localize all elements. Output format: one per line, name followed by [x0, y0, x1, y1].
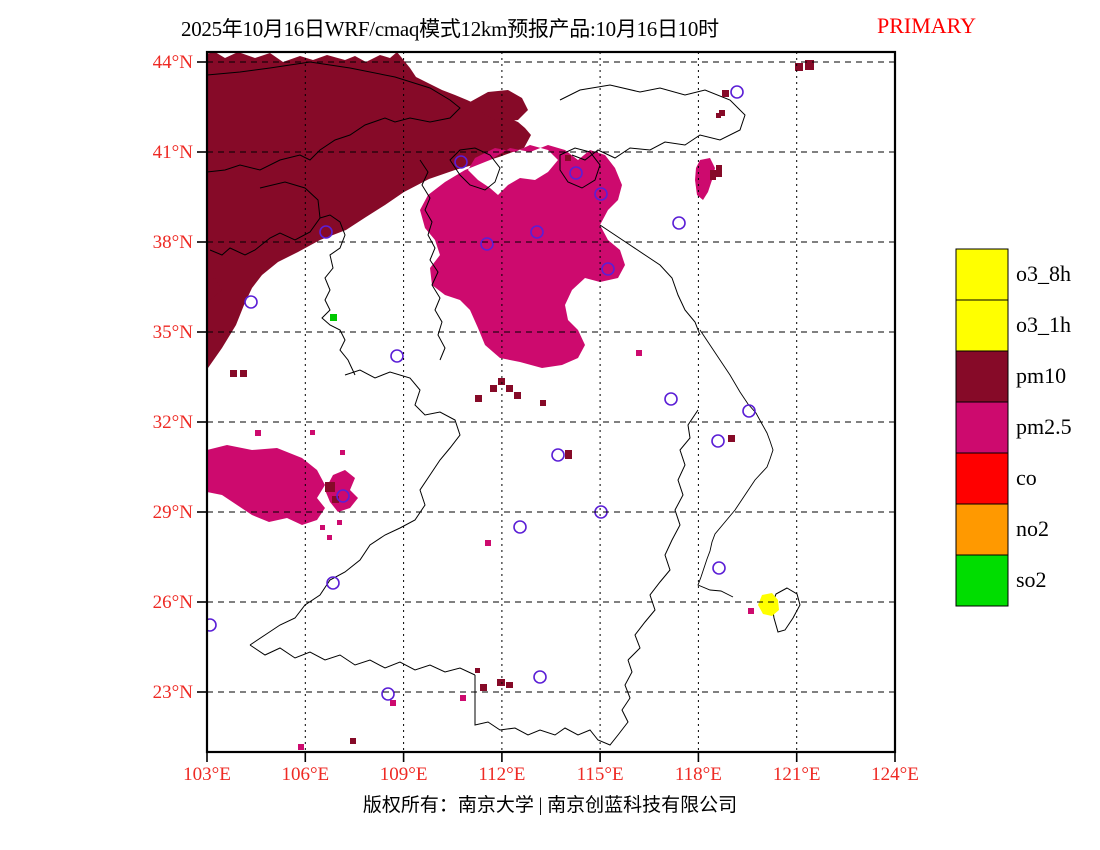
svg-text:so2: so2 — [1016, 567, 1047, 592]
svg-text:o3_8h: o3_8h — [1016, 261, 1071, 286]
svg-text:no2: no2 — [1016, 516, 1049, 541]
svg-text:pm2.5: pm2.5 — [1016, 414, 1072, 439]
svg-text:co: co — [1016, 465, 1037, 490]
svg-text:pm10: pm10 — [1016, 363, 1066, 388]
svg-text:o3_1h: o3_1h — [1016, 312, 1071, 337]
